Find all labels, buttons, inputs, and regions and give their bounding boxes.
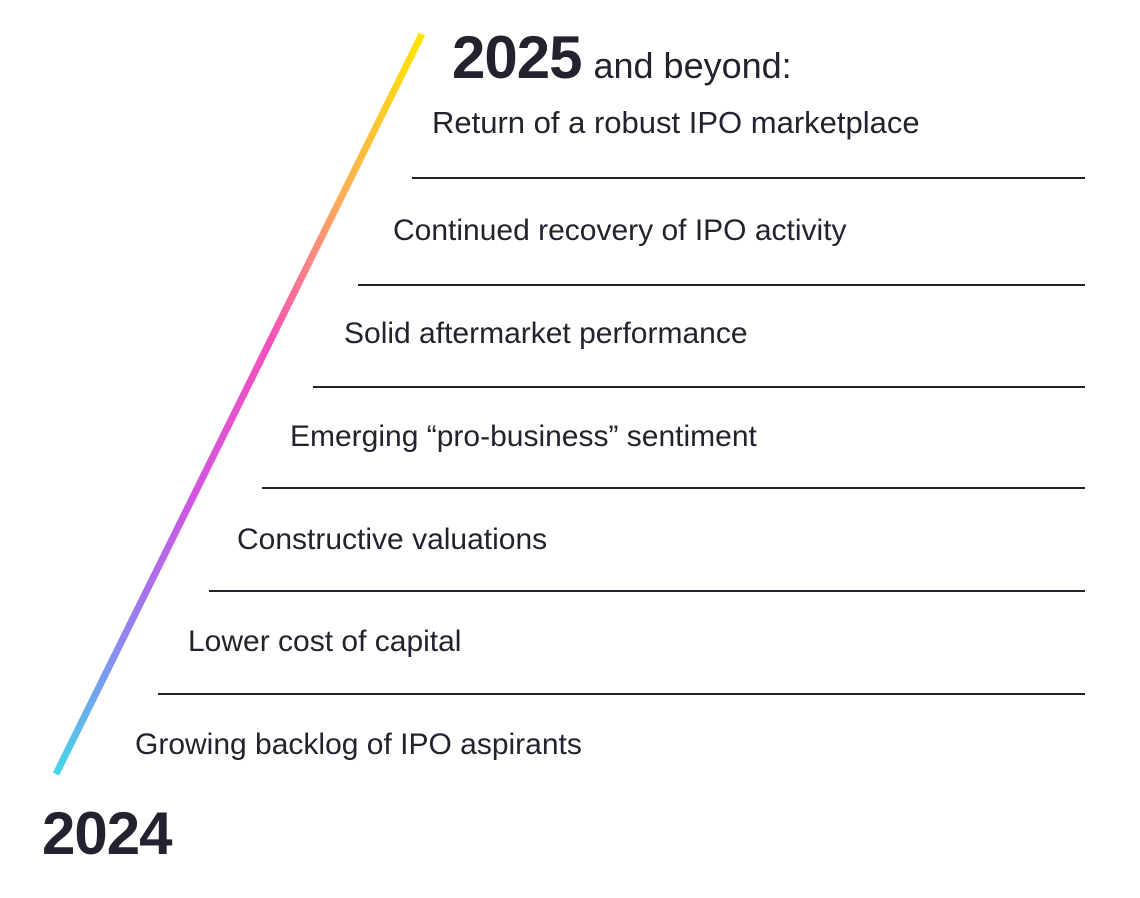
step-label-ipo-backlog: Growing backlog of IPO aspirants [135, 728, 582, 761]
step-label-constructive-valuations: Constructive valuations [237, 523, 548, 556]
step-label-continued-recovery: Continued recovery of IPO activity [393, 214, 847, 247]
step-label-lower-cost-of-capital: Lower cost of capital [188, 625, 462, 658]
step-label-aftermarket-performance: Solid aftermarket performance [344, 317, 748, 350]
start-year-label: 2024 [42, 800, 172, 867]
step-label-pro-business-sentiment: Emerging “pro-business” sentiment [290, 420, 757, 453]
step-divider [358, 284, 1085, 286]
step-divider [412, 177, 1085, 179]
step-divider [313, 386, 1085, 388]
step-divider [209, 590, 1085, 592]
step-divider [262, 487, 1085, 489]
step-divider [158, 693, 1085, 695]
title-suffix: and beyond: [593, 45, 792, 86]
page-title: 2025 and beyond: [452, 28, 792, 88]
title-year: 2025 [452, 24, 582, 91]
title-subtitle: Return of a robust IPO marketplace [432, 105, 920, 140]
